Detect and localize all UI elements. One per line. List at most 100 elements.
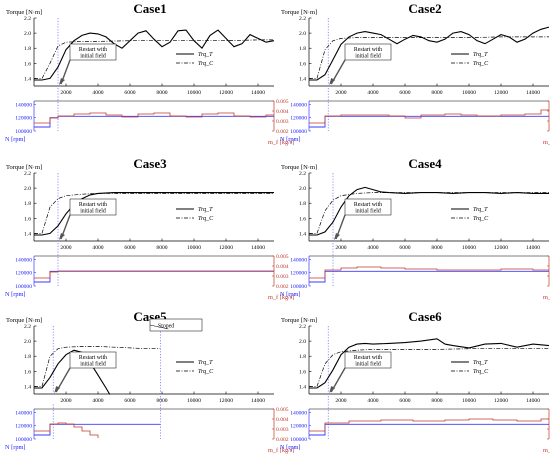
- x-tick-label: 2000: [335, 90, 346, 96]
- n-rpm-line: [34, 423, 161, 436]
- x-tick-label: 2000: [60, 398, 71, 404]
- x-tick-label: 10000: [462, 90, 476, 96]
- legend-label-trq-t: Trq_T: [473, 207, 488, 213]
- x-tick-label: 6000: [124, 398, 135, 404]
- y-tick-label: 1.8: [24, 46, 31, 52]
- y-tick-label: 1.8: [24, 201, 31, 207]
- restart-arrow-head: [59, 233, 65, 240]
- x-tick-label: 4000: [92, 90, 103, 96]
- n-tick-label: 100000: [290, 284, 307, 290]
- x-tick-label: 12000: [219, 398, 233, 404]
- restart-annotation-box: [69, 351, 117, 369]
- n-axis-label: N [rpm]: [5, 136, 25, 143]
- n-tick-label: 140000: [290, 410, 307, 416]
- y-tick-label: 2.2: [24, 171, 31, 177]
- mf-line: [34, 112, 274, 124]
- x-tick-label: 4000: [92, 245, 103, 251]
- legend-label-trq-t: Trq_T: [198, 360, 213, 366]
- restart-annotation-line2: initial field: [80, 361, 106, 368]
- y-tick-label: 1.6: [299, 61, 306, 67]
- y-tick-label: 2.2: [299, 324, 306, 330]
- y-tick-label: 2.2: [24, 324, 31, 330]
- x-tick-label: 2000: [335, 245, 346, 251]
- chart-panel-2: Case2 Torque [N·m] 1.4 1.6 1.8 2.0 2.2 2000 4000…: [280, 1, 550, 146]
- series-line-trq-t: [34, 29, 275, 81]
- restart-annotation-line1: Restart with: [79, 355, 107, 361]
- n-tick-label: 120000: [290, 424, 307, 430]
- n-tick-label: 140000: [15, 410, 32, 416]
- y-tick-label: 1.4: [24, 76, 31, 82]
- mf-line: [34, 422, 99, 438]
- y-tick-label: 1.6: [24, 369, 31, 375]
- n-tick-label: 120000: [15, 116, 32, 122]
- series-line-trq-c: [34, 346, 161, 387]
- y-tick-label: 2.0: [299, 186, 306, 192]
- y-tick-label: 1.6: [24, 61, 31, 67]
- legend-label-trq-t: Trq_T: [198, 52, 213, 58]
- x-tick-label: 10000: [187, 398, 201, 404]
- y-tick-label: 1.4: [24, 231, 31, 237]
- x-tick-label: 12000: [494, 245, 508, 251]
- torque-axis-label: Torque [N·m]: [6, 317, 42, 324]
- x-tick-label: 10000: [187, 90, 201, 96]
- x-tick-label: 10000: [187, 245, 201, 251]
- torque-axis-label: Torque [N·m]: [6, 164, 42, 171]
- y-tick-label: 1.6: [24, 216, 31, 222]
- x-tick-label: 8000: [156, 245, 167, 251]
- legend-label-trq-c: Trq_C: [198, 369, 214, 375]
- legend-label-trq-c: Trq_C: [473, 61, 489, 67]
- restart-annotation-line1: Restart with: [354, 47, 382, 53]
- chart-title: Case2: [408, 1, 441, 16]
- x-tick-label: 4000: [367, 245, 378, 251]
- mf-tick-label: 0.005: [276, 99, 289, 105]
- chart-panel-1: Case1 Torque [N·m] 1.4 1.6 1.8 2.0 2.2 2000 4000…: [5, 1, 294, 146]
- x-tick-label: 6000: [399, 398, 410, 404]
- restart-arrow-head: [59, 78, 65, 85]
- restart-annotation-line1: Restart with: [79, 202, 107, 208]
- mf-axis-label: m_f [kg/s]: [543, 294, 550, 301]
- restart-annotation-line2: initial field: [80, 53, 106, 60]
- n-rpm-line: [309, 423, 549, 436]
- y-tick-label: 2.0: [24, 339, 31, 345]
- x-tick-label: 8000: [156, 90, 167, 96]
- series-line-trq-t: [34, 349, 115, 402]
- restart-annotation-box: [344, 43, 392, 61]
- restart-arrow-head: [54, 386, 61, 393]
- mf-tick-label: 0.002: [276, 284, 289, 290]
- mf-tick-label: 0.004: [276, 417, 289, 423]
- chart-title: Case6: [408, 309, 442, 324]
- y-tick-label: 1.8: [299, 46, 306, 52]
- series-line-trq-t: [309, 186, 549, 236]
- x-tick-label: 14000: [526, 90, 540, 96]
- n-tick-label: 100000: [15, 129, 32, 135]
- y-tick-label: 1.6: [299, 216, 306, 222]
- x-tick-label: 10000: [462, 245, 476, 251]
- n-tick-label: 100000: [15, 437, 32, 443]
- n-tick-label: 120000: [290, 271, 307, 277]
- mf-tick-label: 0.003: [276, 427, 289, 433]
- x-tick-label: 10000: [462, 398, 476, 404]
- mf-axis-label: m_f [kg/s]: [543, 447, 550, 454]
- torque-axis-label: Torque [N·m]: [6, 9, 42, 16]
- legend-label-trq-c: Trq_C: [198, 216, 214, 222]
- restart-annotation-line1: Restart with: [354, 202, 382, 208]
- mf-line: [309, 109, 549, 124]
- mf-tick-label: 0.003: [276, 274, 289, 280]
- x-tick-label: 12000: [219, 90, 233, 96]
- n-axis-label: N [rpm]: [5, 444, 25, 451]
- y-tick-label: 1.4: [24, 384, 31, 390]
- legend-label-trq-c: Trq_C: [198, 61, 214, 67]
- mf-tick-label: 0.004: [276, 109, 289, 115]
- n-axis-label: N [rpm]: [280, 444, 300, 451]
- clip-mask: [35, 394, 275, 404]
- mf-tick-label: 0.005: [276, 407, 289, 413]
- n-rpm-line: [34, 115, 274, 128]
- n-tick-label: 120000: [290, 116, 307, 122]
- x-tick-label: 8000: [431, 90, 442, 96]
- restart-annotation-line1: Restart with: [354, 355, 382, 361]
- restart-annotation-box: [344, 198, 392, 216]
- y-tick-label: 1.4: [299, 76, 306, 82]
- n-tick-label: 100000: [15, 284, 32, 290]
